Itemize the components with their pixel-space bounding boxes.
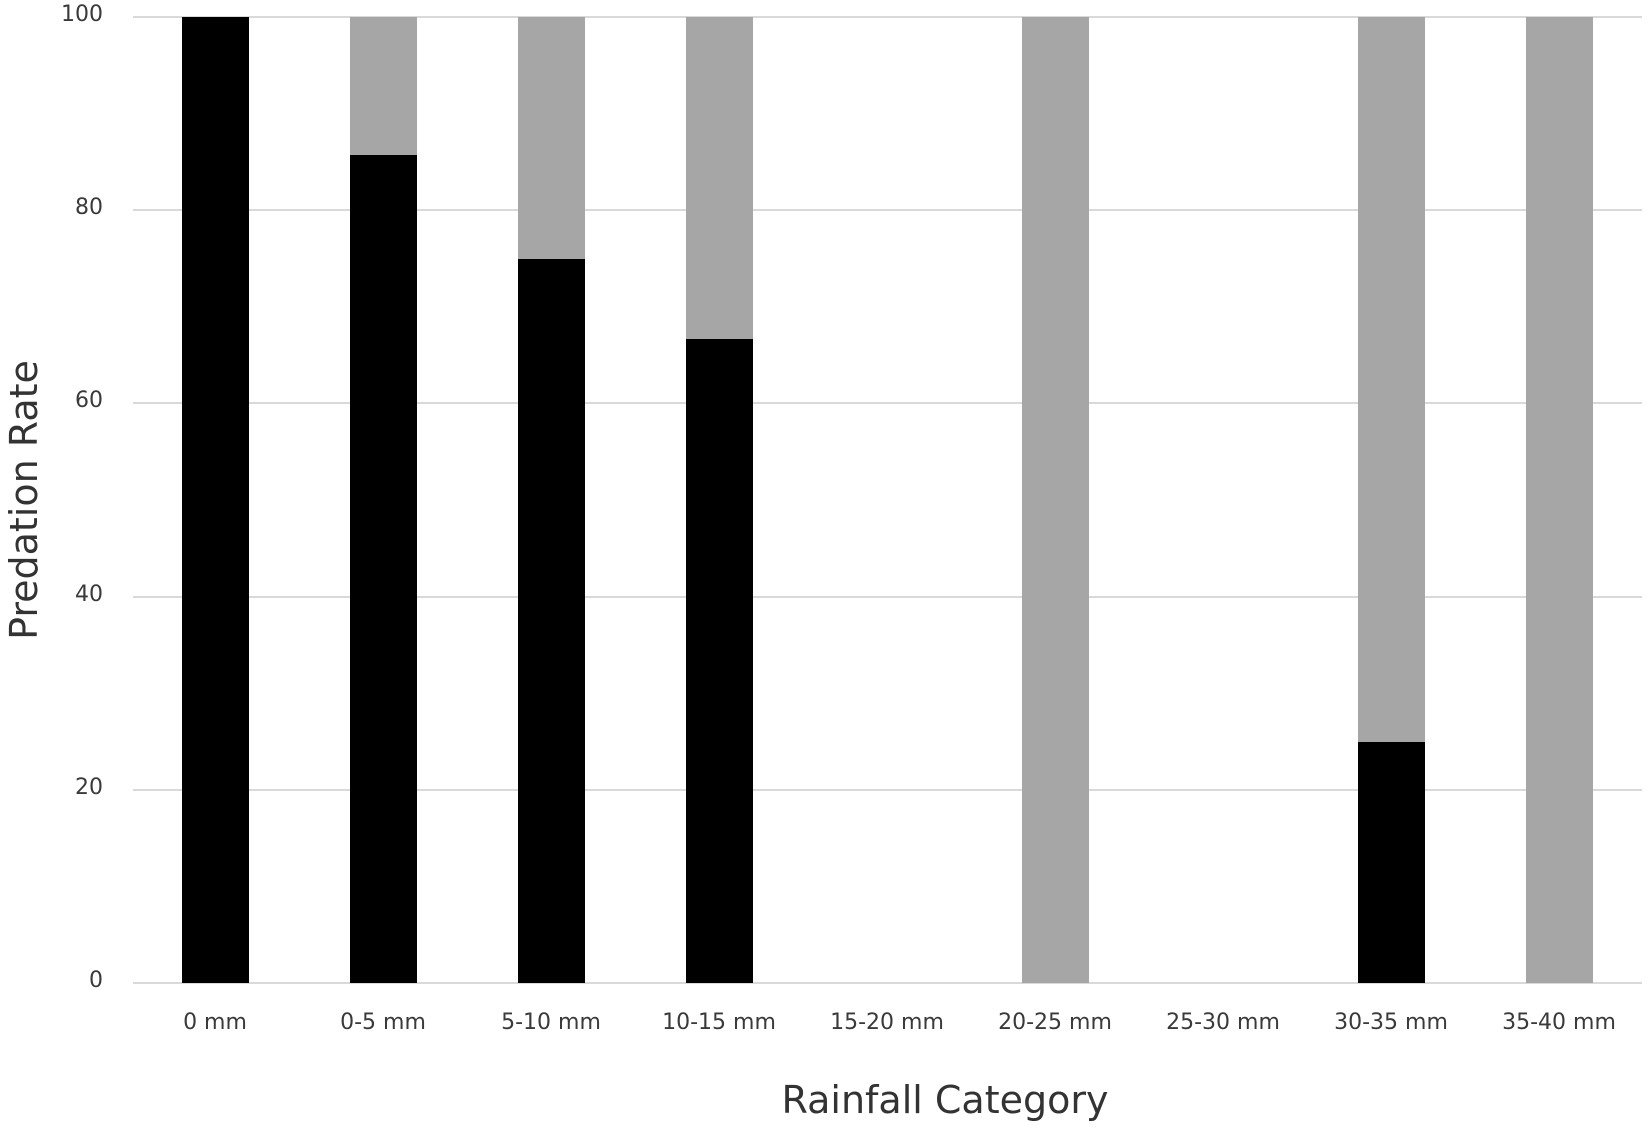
x-axis-line	[133, 982, 1642, 984]
x-tick-label: 10-15 mm	[662, 1010, 776, 1035]
bar-segment	[1021, 17, 1089, 983]
x-tick-label: 0-5 mm	[340, 1010, 426, 1035]
y-tick-label: 0	[89, 968, 103, 993]
x-tick-label: 30-35 mm	[1334, 1010, 1448, 1035]
bar-segment	[1525, 17, 1593, 983]
y-tick-label: 100	[61, 2, 103, 27]
bar-segment	[517, 258, 585, 983]
bar-segment	[349, 155, 417, 983]
gridline	[133, 595, 1642, 598]
bar-segment	[181, 17, 249, 983]
bar-segment	[349, 17, 417, 156]
x-axis-label: Rainfall Category	[781, 1078, 1109, 1122]
x-tick-label: 25-30 mm	[1166, 1010, 1280, 1035]
bar-segment	[517, 17, 585, 259]
gridline	[133, 16, 1642, 18]
bar-segment	[685, 338, 753, 983]
x-tick-label: 20-25 mm	[998, 1010, 1112, 1035]
bar-segment	[685, 17, 753, 339]
x-tick-label: 35-40 mm	[1502, 1010, 1616, 1035]
gridline	[133, 788, 1642, 791]
gridline	[133, 209, 1642, 212]
x-tick-label: 5-10 mm	[501, 1010, 601, 1035]
y-tick-label: 40	[75, 581, 103, 607]
bar-segment	[1357, 741, 1425, 983]
x-tick-label: 15-20 mm	[830, 1010, 944, 1035]
x-tick-label: 0 mm	[183, 1010, 247, 1035]
y-tick-label: 20	[75, 774, 103, 800]
gridline	[133, 402, 1642, 405]
y-tick-label: 80	[75, 195, 103, 221]
y-tick-label: 60	[75, 388, 103, 414]
y-axis-label: Predation Rate	[2, 360, 46, 640]
bar-segment	[1357, 17, 1425, 742]
